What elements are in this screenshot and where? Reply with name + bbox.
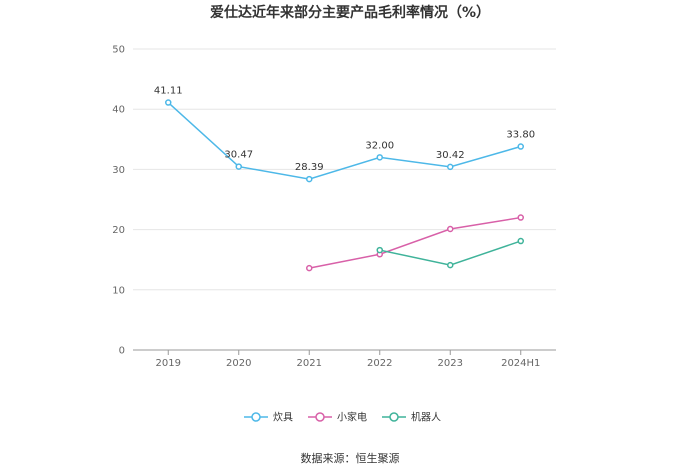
x-tick-label: 2021 [297, 358, 322, 369]
series-1-line [309, 216, 521, 269]
series-0-data-label: 41.11 [154, 86, 183, 97]
legend-marker [251, 412, 261, 422]
series-0-point [376, 154, 383, 161]
series-0-line [167, 101, 521, 180]
x-tick-label: 2020 [226, 358, 251, 369]
x-axis: 2019 2020 2021 2022 2023 2024H1 [133, 349, 556, 369]
source-note: 数据来源：恒生聚源 [301, 451, 400, 465]
y-tick-label: 30 [112, 165, 125, 176]
y-axis: 0 10 20 30 40 50 [112, 45, 125, 357]
legend-label: 炊具 [273, 411, 293, 424]
series-1-point [517, 214, 524, 221]
series-1-point [447, 225, 454, 233]
series-0-point [306, 175, 313, 183]
series-0-point [517, 143, 524, 150]
series-0-data-label: 28.39 [295, 162, 324, 173]
chart-title: 爱仕达近年来部分主要产品毛利率情况（%） [210, 4, 490, 21]
x-tick-label: 2024H1 [501, 358, 540, 369]
legend-item: 炊具 [244, 411, 293, 424]
series-2-line [379, 240, 521, 266]
legend-item: 小家电 [308, 411, 367, 424]
series-1-point [306, 264, 313, 272]
series-2-point [376, 246, 383, 254]
series-0-data-label: 33.80 [506, 130, 535, 141]
legend-label: 小家电 [337, 411, 367, 424]
series-layer: 41.11 30.47 28.39 32.00 30.42 33.80 [154, 86, 535, 272]
series-0-point [447, 163, 454, 171]
legend-marker [389, 412, 399, 422]
y-tick-label: 10 [112, 285, 125, 296]
legend-marker [315, 412, 325, 422]
grid-lines [133, 48, 556, 291]
series-2-point [517, 237, 524, 245]
series-0-point [235, 163, 242, 170]
x-tick-label: 2023 [438, 358, 463, 369]
x-tick-label: 2019 [156, 358, 181, 369]
series-0-data-label: 30.42 [436, 150, 465, 161]
series-0-data-label: 32.00 [365, 140, 394, 151]
legend-label: 机器人 [411, 411, 441, 424]
legend: 炊具 小家电 机器人 [244, 411, 441, 424]
series-0-data-label: 30.47 [224, 150, 253, 161]
y-tick-label: 20 [112, 225, 125, 236]
legend-item: 机器人 [382, 411, 441, 424]
x-tick-label: 2022 [367, 358, 392, 369]
series-2-point [447, 261, 454, 269]
y-tick-label: 50 [112, 45, 125, 56]
y-tick-label: 40 [112, 105, 125, 116]
series-0-point [165, 99, 172, 106]
y-tick-label: 0 [119, 346, 125, 357]
